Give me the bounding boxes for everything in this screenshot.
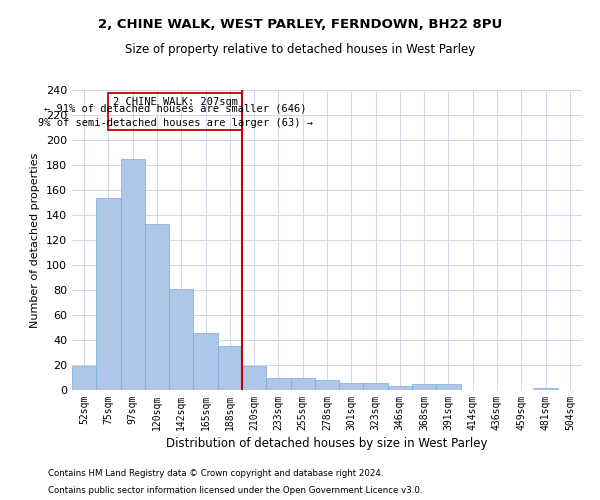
Bar (339, 382, 364, 390)
X-axis label: Distribution of detached houses by size in West Parley: Distribution of detached houses by size … (166, 437, 488, 450)
Text: Contains HM Land Registry data © Crown copyright and database right 2024.: Contains HM Land Registry data © Crown c… (48, 468, 383, 477)
Bar (109, 92, 242, 130)
Bar (436, 384, 461, 390)
Text: Size of property relative to detached houses in West Parley: Size of property relative to detached ho… (125, 42, 475, 56)
Text: 2 CHINE WALK: 207sqm: 2 CHINE WALK: 207sqm (113, 97, 238, 107)
Bar (72, 366, 96, 390)
Bar (412, 384, 436, 390)
Text: ← 91% of detached houses are smaller (646): ← 91% of detached houses are smaller (64… (44, 104, 307, 114)
Bar (533, 388, 558, 390)
Bar (169, 289, 193, 390)
Text: 9% of semi-detached houses are larger (63) →: 9% of semi-detached houses are larger (6… (38, 118, 313, 128)
Bar (193, 332, 218, 390)
Y-axis label: Number of detached properties: Number of detached properties (31, 152, 40, 328)
Bar (364, 382, 388, 390)
Bar (388, 386, 412, 390)
Bar (96, 198, 121, 390)
Bar (315, 380, 339, 390)
Bar (121, 159, 145, 390)
Bar (218, 346, 242, 390)
Text: 2, CHINE WALK, WEST PARLEY, FERNDOWN, BH22 8PU: 2, CHINE WALK, WEST PARLEY, FERNDOWN, BH… (98, 18, 502, 30)
Bar (290, 378, 315, 390)
Bar (266, 378, 290, 390)
Text: Contains public sector information licensed under the Open Government Licence v3: Contains public sector information licen… (48, 486, 422, 495)
Bar (145, 224, 169, 390)
Bar (242, 366, 266, 390)
